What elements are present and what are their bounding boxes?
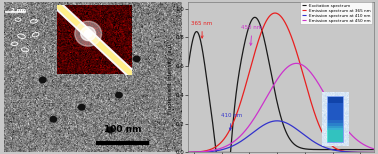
Excitation spectrum bbox=[333, 149, 337, 150]
Emission spectrum at 410 nm bbox=[367, 152, 371, 153]
Emission spectrum at 365 nm bbox=[195, 151, 200, 153]
Emission spectrum at 365 nm bbox=[367, 152, 371, 153]
Emission spectrum at 365 nm bbox=[372, 152, 376, 153]
Circle shape bbox=[93, 67, 99, 72]
Text: 365 nm: 365 nm bbox=[192, 21, 213, 38]
Emission spectrum at 450 nm bbox=[276, 76, 281, 78]
Emission spectrum at 365 nm bbox=[186, 151, 191, 153]
Circle shape bbox=[133, 56, 140, 62]
Excitation spectrum bbox=[277, 109, 281, 110]
Excitation spectrum bbox=[186, 65, 191, 67]
Excitation spectrum bbox=[367, 149, 371, 150]
Emission spectrum at 410 nm bbox=[367, 152, 371, 153]
Circle shape bbox=[116, 92, 122, 98]
Emission spectrum at 450 nm bbox=[367, 146, 371, 148]
Circle shape bbox=[107, 127, 113, 133]
Emission spectrum at 450 nm bbox=[333, 111, 337, 113]
Excitation spectrum bbox=[367, 149, 371, 150]
Text: 2 nm: 2 nm bbox=[11, 8, 26, 13]
Excitation spectrum bbox=[272, 86, 276, 88]
Emission spectrum at 410 nm bbox=[372, 152, 376, 153]
Line: Emission spectrum at 365 nm: Emission spectrum at 365 nm bbox=[188, 13, 374, 152]
Legend: Excitation spectrum, Emission spectrum at 365 nm, Emission spectrum at 410 nm, E: Excitation spectrum, Emission spectrum a… bbox=[301, 2, 372, 24]
Circle shape bbox=[79, 104, 85, 110]
Emission spectrum at 450 nm bbox=[372, 148, 376, 150]
Emission spectrum at 365 nm bbox=[367, 152, 371, 153]
Line: Excitation spectrum: Excitation spectrum bbox=[188, 17, 374, 152]
Excitation spectrum bbox=[214, 152, 218, 153]
Emission spectrum at 365 nm bbox=[333, 147, 337, 149]
Emission spectrum at 450 nm bbox=[294, 62, 299, 64]
Emission spectrum at 365 nm bbox=[273, 12, 277, 14]
Emission spectrum at 410 nm bbox=[186, 152, 191, 153]
Emission spectrum at 410 nm bbox=[276, 120, 281, 122]
Emission spectrum at 450 nm bbox=[271, 84, 276, 86]
Emission spectrum at 365 nm bbox=[271, 12, 276, 14]
Emission spectrum at 450 nm bbox=[186, 151, 191, 153]
Line: Emission spectrum at 410 nm: Emission spectrum at 410 nm bbox=[188, 121, 374, 152]
Emission spectrum at 410 nm bbox=[195, 151, 200, 153]
Emission spectrum at 410 nm bbox=[275, 120, 279, 122]
Emission spectrum at 450 nm bbox=[367, 146, 371, 148]
Circle shape bbox=[40, 77, 46, 83]
Emission spectrum at 365 nm bbox=[276, 14, 281, 15]
Excitation spectrum bbox=[253, 16, 257, 18]
Text: 410 nm: 410 nm bbox=[221, 113, 242, 130]
Excitation spectrum bbox=[195, 31, 200, 33]
Text: 450 nm: 450 nm bbox=[242, 25, 263, 45]
Emission spectrum at 410 nm bbox=[333, 149, 337, 151]
Circle shape bbox=[50, 117, 57, 122]
Line: Emission spectrum at 450 nm: Emission spectrum at 450 nm bbox=[188, 63, 374, 152]
Y-axis label: Fluorescent intensity (a.u.): Fluorescent intensity (a.u.) bbox=[168, 40, 173, 114]
Excitation spectrum bbox=[372, 149, 376, 150]
Emission spectrum at 410 nm bbox=[271, 120, 276, 122]
Emission spectrum at 450 nm bbox=[195, 151, 200, 153]
Circle shape bbox=[68, 47, 74, 53]
Text: 100 nm: 100 nm bbox=[104, 125, 141, 134]
